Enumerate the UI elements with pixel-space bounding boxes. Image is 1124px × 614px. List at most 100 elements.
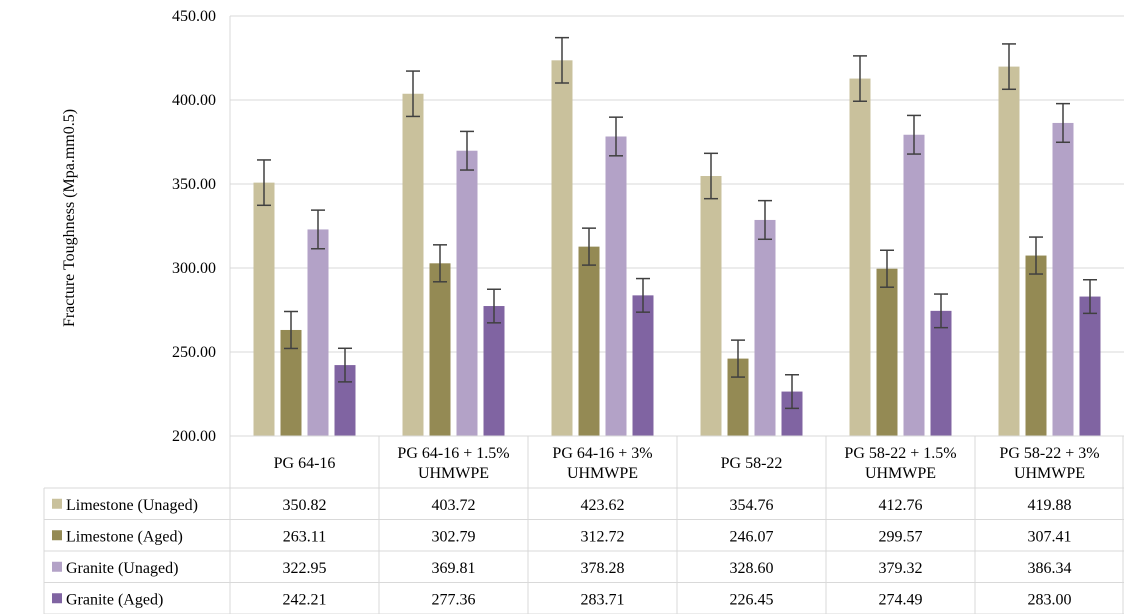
- category-label: PG 64-16: [274, 455, 336, 472]
- error-bar: [338, 347, 352, 383]
- category-label: PG 64-16 + 3%: [552, 445, 652, 462]
- table-cell-value: 379.32: [879, 560, 923, 577]
- bar: [1025, 255, 1047, 436]
- error-bar: [555, 36, 569, 84]
- legend-key: [52, 498, 62, 509]
- legend-label: Granite (Unaged): [66, 560, 178, 577]
- table-cell-value: 299.57: [879, 528, 923, 545]
- y-tick-label: 400.00: [172, 92, 216, 109]
- error-bar: [1002, 43, 1016, 91]
- bar: [849, 78, 871, 436]
- legend-label: Limestone (Aged): [66, 528, 183, 545]
- error-bar: [853, 55, 867, 102]
- gridlines: [230, 15, 1124, 353]
- bar: [754, 219, 776, 436]
- error-bar: [907, 114, 921, 155]
- y-tick-label: 350.00: [172, 176, 216, 193]
- category-label: PG 64-16 + 1.5%: [397, 445, 509, 462]
- error-bar: [758, 199, 772, 241]
- table-cell-value: 378.28: [581, 560, 625, 577]
- legend-label: Granite (Aged): [66, 591, 163, 608]
- table-cell-value: 354.76: [730, 497, 774, 514]
- error-bar: [785, 374, 799, 410]
- table-cell-value: 328.60: [730, 560, 774, 577]
- bar: [483, 306, 505, 436]
- error-bar: [934, 293, 948, 329]
- table-cell-value: 312.72: [581, 528, 625, 545]
- table-cell-value: 386.34: [1028, 560, 1072, 577]
- bar: [605, 136, 627, 436]
- bar: [1052, 122, 1074, 437]
- bar: [700, 176, 722, 436]
- bar: [727, 358, 749, 436]
- y-tick-label: 450.00: [172, 8, 216, 25]
- category-label: PG 58-22: [721, 455, 783, 472]
- table-cell-value: 277.36: [432, 591, 476, 608]
- table-cell-value: 242.21: [283, 591, 327, 608]
- bar: [876, 268, 898, 436]
- table-cell-value: 283.00: [1028, 591, 1072, 608]
- bar: [307, 229, 329, 436]
- bar: [402, 93, 424, 436]
- y-axis-title: Fracture Toughness (Mpa.mm0.5): [61, 109, 78, 327]
- table-cell-value: 350.82: [283, 497, 327, 514]
- bar: [781, 391, 803, 436]
- table-cell-value: 403.72: [432, 497, 476, 514]
- legend-label: Limestone (Unaged): [66, 497, 198, 514]
- bar: [253, 182, 275, 436]
- category-label: UHMWPE: [418, 465, 489, 482]
- error-bar: [731, 339, 745, 378]
- table-cell-value: 419.88: [1028, 497, 1072, 514]
- y-tick-label: 200.00: [172, 428, 216, 445]
- error-bar: [582, 227, 596, 266]
- category-label: UHMWPE: [865, 465, 936, 482]
- table-cell-value: 412.76: [879, 497, 923, 514]
- bar: [551, 60, 573, 437]
- bar: [578, 246, 600, 436]
- error-bar: [406, 70, 420, 118]
- bar: [456, 150, 478, 437]
- table-cell-value: 283.71: [581, 591, 625, 608]
- table-cell-value: 423.62: [581, 497, 625, 514]
- bar: [998, 66, 1020, 437]
- table-cell-value: 263.11: [283, 528, 326, 545]
- data-table: PG 64-16 PG 64-16 + 1.5% UHMWPE PG 64-16 + …: [43, 16, 1124, 614]
- error-bars: [257, 36, 1097, 410]
- y-axis-ticks: 200.00 250.00 300.00 350.00 400.00 450.00: [172, 8, 216, 445]
- table-cell-value: 274.49: [879, 591, 923, 608]
- category-label: UHMWPE: [567, 465, 638, 482]
- table-cell-value: 226.45: [730, 591, 774, 608]
- error-bar: [311, 209, 325, 250]
- error-bar: [880, 249, 894, 288]
- table-cell-value: 246.07: [730, 528, 774, 545]
- bar: [1079, 296, 1101, 436]
- legend-key: [52, 530, 62, 541]
- category-label: PG 58-22 + 1.5%: [844, 445, 956, 462]
- bar: [429, 263, 451, 436]
- y-tick-label: 300.00: [172, 260, 216, 277]
- legend-key: [52, 593, 62, 604]
- table-cell-value: 369.81: [432, 560, 476, 577]
- error-bar: [1083, 279, 1097, 315]
- error-bar: [636, 277, 650, 313]
- error-bar: [433, 244, 447, 283]
- bar: [280, 329, 302, 436]
- y-tick-label: 250.00: [172, 344, 216, 361]
- bar: [930, 310, 952, 436]
- table-cell-value: 302.79: [432, 528, 476, 545]
- error-bar: [284, 310, 298, 350]
- error-bar: [257, 159, 271, 207]
- bar: [334, 365, 356, 436]
- error-bar: [1029, 236, 1043, 275]
- bar: [632, 295, 654, 436]
- error-bar: [609, 116, 623, 157]
- error-bar: [1056, 102, 1070, 144]
- legend-key: [52, 561, 62, 572]
- category-label: UHMWPE: [1014, 465, 1085, 482]
- category-label: PG 58-22 + 3%: [999, 445, 1099, 462]
- table-cell-value: 307.41: [1028, 528, 1072, 545]
- table-cell-value: 322.95: [283, 560, 327, 577]
- error-bar: [487, 288, 501, 324]
- bar: [903, 134, 925, 436]
